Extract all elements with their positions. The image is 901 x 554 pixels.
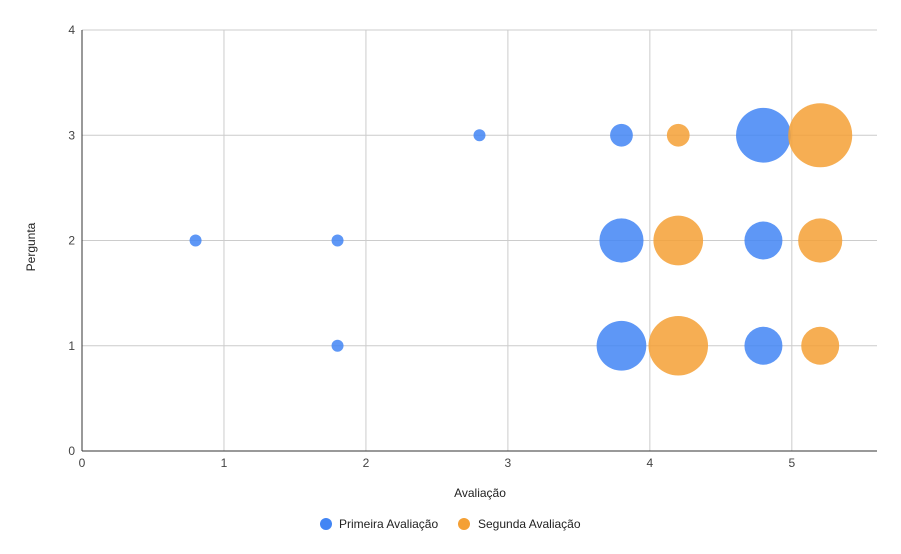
y-tick-label: 4 (68, 23, 75, 37)
legend-dot-segunda (458, 518, 470, 530)
x-tick-label: 2 (363, 456, 370, 470)
bubble-primeira[interactable] (599, 218, 644, 263)
y-axis-title: Pergunta (24, 222, 38, 271)
bubble-segunda[interactable] (666, 123, 690, 147)
x-axis-title: Avaliação (454, 486, 506, 500)
legend-item-primeira[interactable]: Primeira Avaliação (320, 517, 438, 531)
x-tick-label: 1 (221, 456, 228, 470)
x-tick-label: 0 (79, 456, 86, 470)
bubble-primeira[interactable] (473, 129, 486, 142)
bubble-primeira[interactable] (744, 326, 783, 365)
tick-labels: 0 1 2 3 4 5 0 1 2 3 4 (68, 23, 795, 470)
grid-lines (82, 29, 877, 451)
bubble-primeira[interactable] (596, 320, 647, 371)
legend-label-primeira: Primeira Avaliação (339, 517, 438, 531)
legend-item-segunda[interactable]: Segunda Avaliação (458, 517, 581, 531)
bubble-segunda[interactable] (798, 218, 843, 263)
x-tick-label: 4 (647, 456, 654, 470)
bubble-primeira[interactable] (331, 339, 344, 352)
axes (81, 30, 877, 452)
y-tick-label: 3 (68, 128, 75, 142)
bubble-primeira[interactable] (736, 107, 791, 163)
y-tick-label: 1 (68, 339, 75, 353)
bubble-primeira[interactable] (610, 123, 633, 147)
bubble-segunda[interactable] (653, 215, 704, 266)
bubble-segunda[interactable] (788, 103, 853, 168)
bubble-primeira[interactable] (744, 221, 783, 260)
bubbles (189, 103, 853, 376)
y-tick-label: 0 (68, 444, 75, 458)
y-tick-label: 2 (68, 234, 75, 248)
bubble-primeira[interactable] (189, 234, 202, 247)
x-tick-label: 5 (788, 456, 795, 470)
bubble-segunda[interactable] (648, 315, 709, 376)
legend: Primeira Avaliação Segunda Avaliação (320, 517, 581, 531)
bubble-primeira[interactable] (331, 234, 344, 247)
legend-label-segunda: Segunda Avaliação (478, 517, 581, 531)
x-tick-label: 3 (505, 456, 512, 470)
legend-dot-primeira (320, 518, 332, 530)
bubble-segunda[interactable] (801, 326, 840, 365)
